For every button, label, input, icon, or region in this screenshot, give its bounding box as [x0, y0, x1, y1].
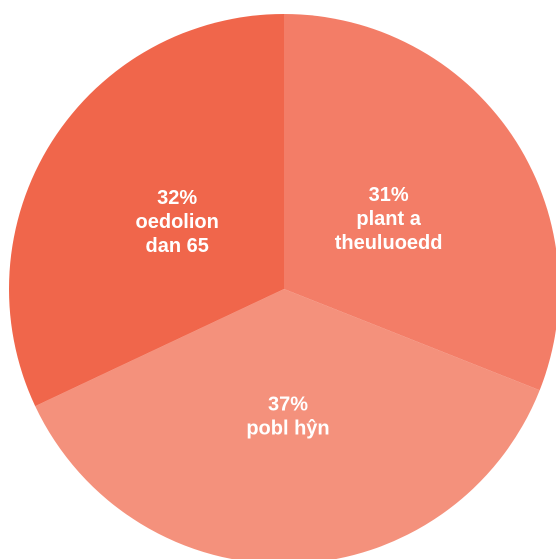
pie-slice-0 [284, 14, 556, 391]
pie-slice-1 [35, 289, 540, 559]
slice-name-label: dan 65 [146, 235, 209, 257]
slice-name-label: plant a [356, 208, 421, 230]
slice-name-label: theuluoedd [335, 232, 443, 254]
pie-labels: 31% plant a theuluoedd 37% pobl hŷn 32% oedoli… [136, 184, 443, 440]
slice-percent-label: 31% [369, 184, 409, 206]
slice-percent-label: 37% [268, 393, 308, 415]
slice-label-1: 37% pobl hŷn [246, 393, 329, 439]
slice-name-label: oedolion [136, 211, 219, 233]
pie-slice-2 [8, 14, 284, 407]
slice-percent-label: 32% [157, 187, 197, 209]
slice-label-2: 32% oedolion dan 65 [136, 187, 219, 257]
slice-label-0: 31% plant a theuluoedd [335, 184, 443, 254]
pie-slices [8, 14, 556, 559]
slice-name-label: pobl hŷn [246, 417, 329, 439]
